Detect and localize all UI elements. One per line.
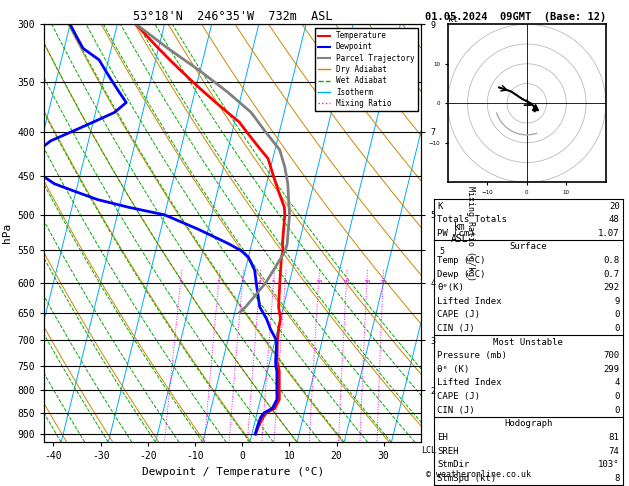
Text: 0.7: 0.7 [603,270,620,278]
Text: Dewp (°C): Dewp (°C) [437,270,486,278]
Text: StmDir: StmDir [437,460,469,469]
Y-axis label: km
ASL: km ASL [450,223,468,244]
Text: CIN (J): CIN (J) [437,406,475,415]
X-axis label: Dewpoint / Temperature (°C): Dewpoint / Temperature (°C) [142,467,324,477]
Text: CIN (J): CIN (J) [437,324,475,333]
Text: 48: 48 [609,215,620,224]
Text: 1: 1 [179,280,182,285]
Text: 0: 0 [614,324,620,333]
Text: 0: 0 [614,406,620,415]
Text: 292: 292 [603,283,620,292]
Text: Most Unstable: Most Unstable [493,338,564,347]
Text: 9: 9 [614,297,620,306]
Text: © weatheronline.co.uk: © weatheronline.co.uk [426,469,530,479]
Text: 4: 4 [614,379,620,387]
Text: 01.05.2024  09GMT  (Base: 12): 01.05.2024 09GMT (Base: 12) [425,12,606,22]
Text: 15: 15 [343,280,350,285]
Text: StmSpd (kt): StmSpd (kt) [437,474,496,483]
Text: 25: 25 [379,280,387,285]
Text: 10: 10 [315,280,323,285]
Text: θᵉ (K): θᵉ (K) [437,365,469,374]
Text: 8: 8 [614,474,620,483]
Text: 700: 700 [603,351,620,360]
Text: Hodograph: Hodograph [504,419,552,428]
Text: LCL: LCL [421,447,437,455]
Text: 0: 0 [614,311,620,319]
Text: 20: 20 [363,280,370,285]
Text: CAPE (J): CAPE (J) [437,392,480,401]
Text: 6: 6 [283,280,287,285]
Text: K: K [437,202,443,210]
Text: θᵉ(K): θᵉ(K) [437,283,464,292]
Text: Pressure (mb): Pressure (mb) [437,351,507,360]
Text: 4: 4 [258,280,262,285]
Text: 1.07: 1.07 [598,229,620,238]
Text: SREH: SREH [437,447,459,455]
Text: Totals Totals: Totals Totals [437,215,507,224]
Text: 20: 20 [609,202,620,210]
Text: 3: 3 [240,280,244,285]
Text: kt: kt [448,15,458,24]
Text: 0: 0 [614,392,620,401]
Text: 2: 2 [217,280,221,285]
Text: Surface: Surface [509,243,547,251]
Text: EH: EH [437,433,448,442]
Legend: Temperature, Dewpoint, Parcel Trajectory, Dry Adiabat, Wet Adiabat, Isotherm, Mi: Temperature, Dewpoint, Parcel Trajectory… [315,28,418,111]
Title: 53°18'N  246°35'W  732m  ASL: 53°18'N 246°35'W 732m ASL [133,10,333,23]
Text: PW (cm): PW (cm) [437,229,475,238]
Text: Mixing Ratio (g/kg): Mixing Ratio (g/kg) [466,186,475,281]
Y-axis label: hPa: hPa [2,223,12,243]
Text: 299: 299 [603,365,620,374]
Text: Lifted Index: Lifted Index [437,297,502,306]
Text: 0.8: 0.8 [603,256,620,265]
Text: 103°: 103° [598,460,620,469]
Text: Lifted Index: Lifted Index [437,379,502,387]
Text: Temp (°C): Temp (°C) [437,256,486,265]
Text: 81: 81 [609,433,620,442]
Text: 5: 5 [272,280,276,285]
Text: CAPE (J): CAPE (J) [437,311,480,319]
Text: 74: 74 [609,447,620,455]
